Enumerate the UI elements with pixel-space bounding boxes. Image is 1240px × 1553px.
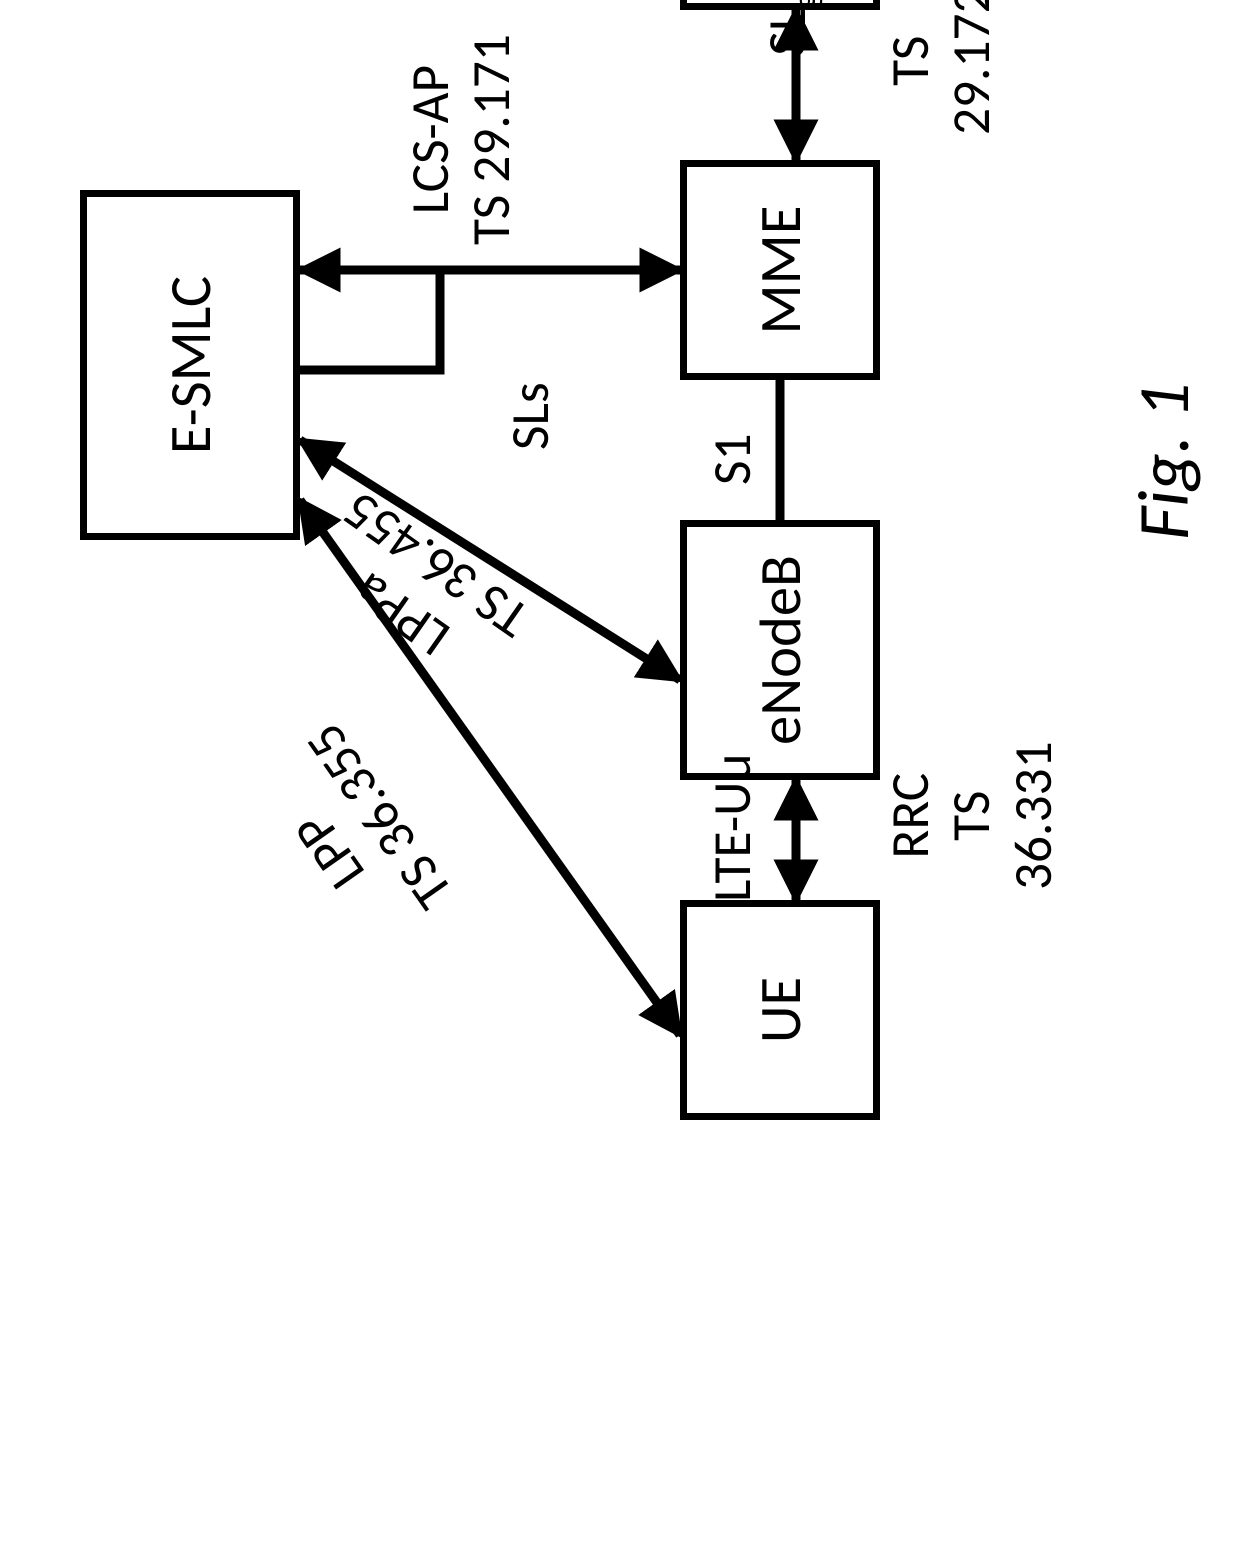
label-rrc-ts: RRC TS 36.331 <box>880 741 1064 890</box>
architecture-diagram: E-SMLC UE eNodeB MME GMLC LTE-Uu RRC TS … <box>0 0 1240 1240</box>
label-s1: S1 <box>702 433 763 485</box>
edge-esmlc-mme-elbow <box>300 270 440 370</box>
node-mme: MME <box>680 160 880 380</box>
connectors-layer <box>0 0 1240 1240</box>
label-slg-main: SL <box>755 9 820 56</box>
label-sls: SLs <box>500 382 561 450</box>
node-esmlc-label: E-SMLC <box>154 276 226 454</box>
label-slg: SLg <box>696 0 888 128</box>
node-enodeb-label: eNodeB <box>744 555 816 745</box>
node-ue: UE <box>680 900 880 1120</box>
node-ue-label: UE <box>744 977 816 1043</box>
label-lcs-ap: LCS-AP TS 29.171 <box>400 34 523 245</box>
node-mme-label: MME <box>744 206 816 335</box>
label-slg-sub: g <box>785 0 827 9</box>
figure-caption: Fig. 1 <box>1120 382 1208 540</box>
label-ts-29172: TS 29.172 <box>880 0 1003 135</box>
node-esmlc: E-SMLC <box>80 190 300 540</box>
label-lte-uu: LTE-Uu <box>702 754 763 902</box>
node-enodeb: eNodeB <box>680 520 880 780</box>
